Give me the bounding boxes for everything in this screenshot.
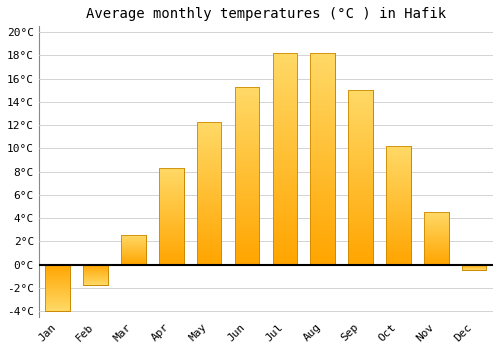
Bar [46, 265, 70, 311]
Bar [121, 236, 146, 265]
Bar [386, 146, 410, 265]
Bar [234, 87, 260, 265]
Bar [46, 265, 70, 311]
Bar [197, 121, 222, 265]
Bar [310, 53, 335, 265]
Bar [386, 146, 410, 265]
Bar [159, 168, 184, 265]
Bar [310, 53, 335, 265]
Bar [84, 265, 108, 286]
Bar [272, 53, 297, 265]
Bar [234, 87, 260, 265]
Bar [462, 265, 486, 270]
Bar [424, 212, 448, 265]
Bar [159, 168, 184, 265]
Bar [272, 53, 297, 265]
Bar [462, 265, 486, 270]
Bar [424, 212, 448, 265]
Bar [197, 121, 222, 265]
Title: Average monthly temperatures (°C ) in Hafik: Average monthly temperatures (°C ) in Ha… [86, 7, 446, 21]
Bar [348, 90, 373, 265]
Bar [84, 265, 108, 286]
Bar [348, 90, 373, 265]
Bar [121, 236, 146, 265]
